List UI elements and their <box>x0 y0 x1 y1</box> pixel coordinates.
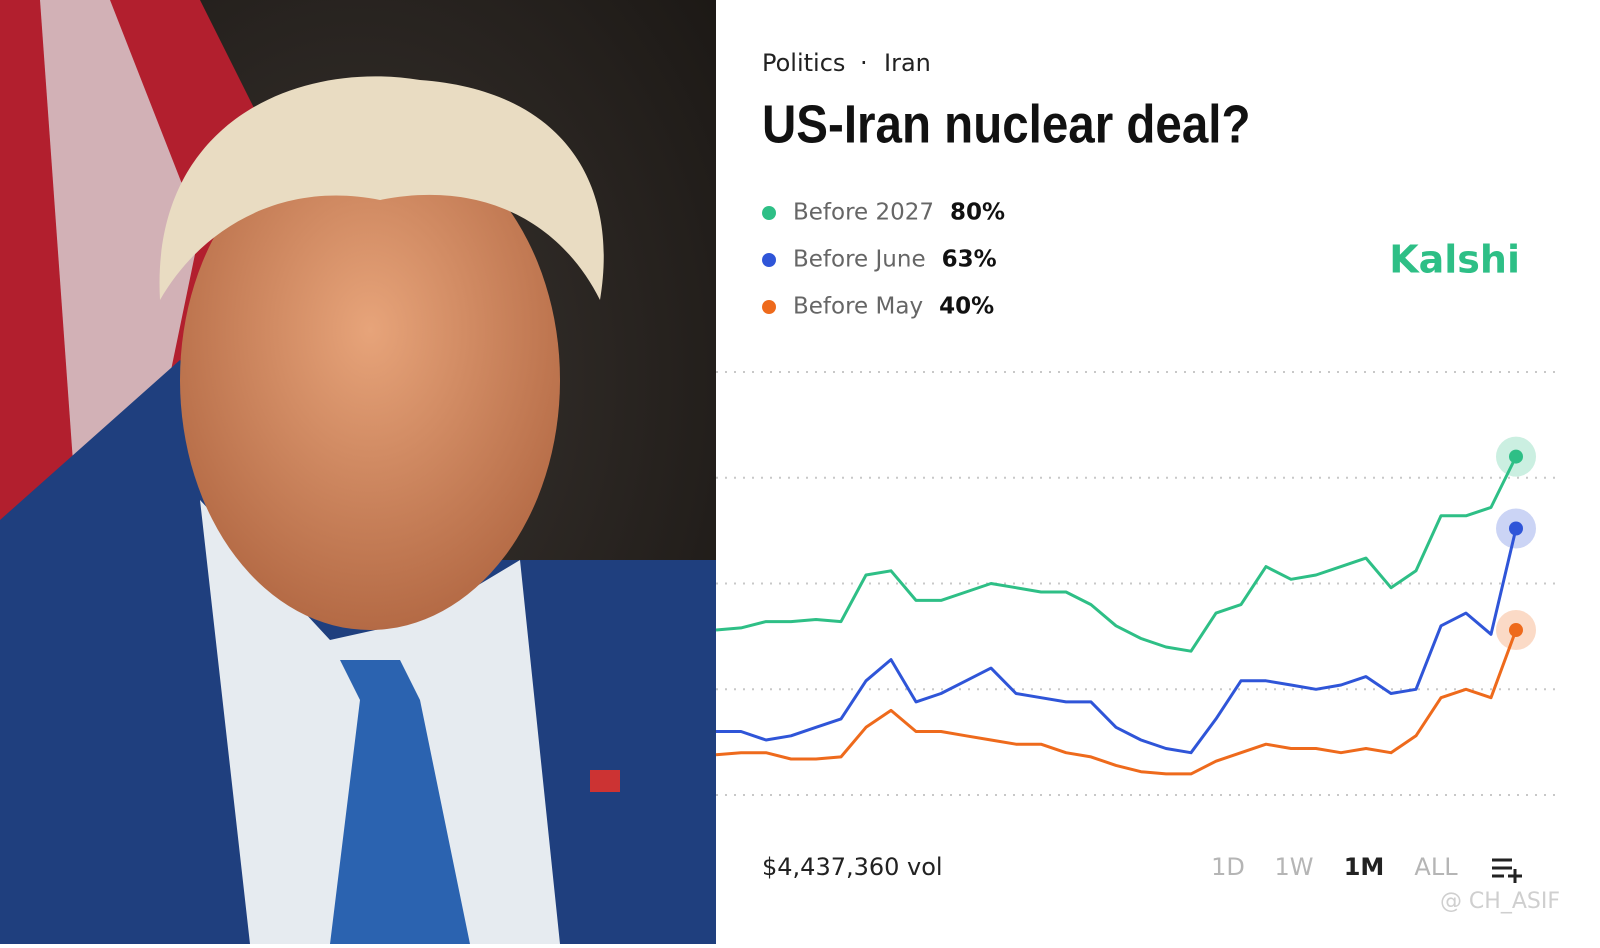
series-line <box>715 455 1518 653</box>
legend-dot <box>762 206 776 220</box>
legend-value: 63% <box>942 247 997 273</box>
range-button[interactable]: 1M <box>1344 853 1385 881</box>
end-point <box>1509 521 1523 536</box>
range-button[interactable]: ALL <box>1414 853 1458 881</box>
chart-title: US-Iran nuclear deal? <box>762 93 1251 154</box>
add-icon[interactable] <box>1492 858 1522 883</box>
series-line <box>716 528 1518 755</box>
legend-label: Before June <box>793 247 926 273</box>
end-point <box>1509 449 1523 464</box>
end-point <box>1509 623 1523 638</box>
volume: $4,437,360 vol <box>762 853 943 881</box>
portrait-photo <box>0 0 716 944</box>
legend-label: Before 2027 <box>793 200 934 226</box>
legend-value: 80% <box>950 200 1005 226</box>
watermark: @ CH_ASIF <box>1440 889 1560 914</box>
legend-value: 40% <box>939 294 994 320</box>
breadcrumb[interactable]: Iran <box>884 49 931 77</box>
brand-logo: Kalshi <box>1389 238 1520 282</box>
range-button[interactable]: 1W <box>1275 853 1314 881</box>
breadcrumb[interactable]: Politics <box>762 49 845 77</box>
breadcrumb-sep: · <box>860 49 868 77</box>
series-line <box>715 629 1518 776</box>
legend-label: Before May <box>793 294 923 320</box>
range-button[interactable]: 1D <box>1211 853 1245 881</box>
legend-dot <box>762 253 776 267</box>
legend-dot <box>762 300 776 314</box>
